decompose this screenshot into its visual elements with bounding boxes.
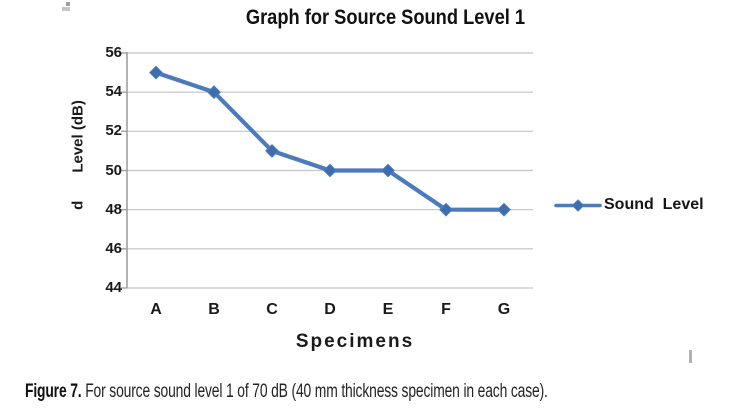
data-point-marker (265, 144, 279, 158)
data-point-marker (149, 65, 163, 80)
y-axis-title: d Level (dB) (70, 100, 87, 210)
data-point-marker (323, 163, 337, 178)
figure-caption-text: For source sound level 1 of 70 dB (40 mm… (81, 381, 548, 402)
artifact-mark-top (62, 2, 71, 11)
chart-canvas (121, 52, 602, 289)
figure-caption-number: Figure 7. (25, 381, 82, 402)
x-tick-label: G (497, 301, 511, 318)
x-tick-label: A (150, 301, 162, 318)
y-tick-label: 50 (105, 161, 122, 179)
y-tick-label: 46 (105, 239, 122, 257)
artifact-pixel (62, 7, 70, 11)
x-tick-label: C (266, 301, 278, 318)
data-point-marker (439, 202, 453, 217)
y-tick-label: 56 (105, 44, 122, 61)
y-tick-label: 52 (105, 122, 122, 140)
chart-title: Graph for Source Sound Level 1 (130, 6, 640, 30)
x-tick-label: B (208, 301, 220, 318)
x-tick-label: D (324, 301, 336, 318)
legend-label: Sound Level (604, 196, 704, 213)
artifact-mark-bottom (689, 350, 692, 363)
data-point-marker (497, 202, 511, 217)
y-axis-title-part-top: Level (dB) (69, 100, 87, 173)
x-axis-title: Specimens (295, 331, 415, 352)
artifact-pixel (66, 2, 70, 6)
legend-marker-diamond (571, 199, 585, 212)
x-tick-label: F (441, 301, 451, 318)
y-tick-label: 54 (105, 83, 122, 101)
x-tick-label: E (382, 301, 394, 318)
y-axis-title-part-bottom: d (69, 200, 87, 210)
y-tick-label: 48 (105, 200, 122, 218)
y-tick-label: 44 (105, 279, 122, 296)
data-point-marker (207, 85, 221, 100)
chart-title-text: Graph for Source Sound Level 1 (245, 6, 525, 29)
figure-caption: Figure 7. For source sound level 1 of 70… (25, 381, 548, 403)
data-point-marker (381, 163, 395, 178)
